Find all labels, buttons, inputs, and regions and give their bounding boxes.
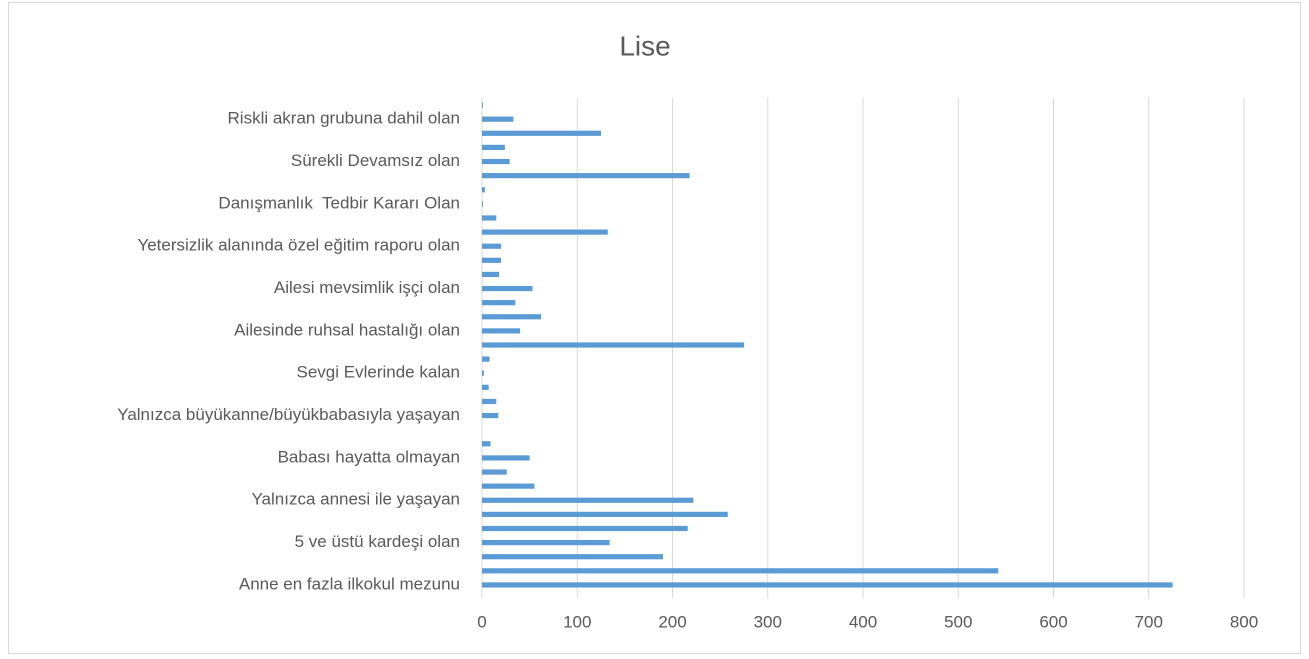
bar <box>482 384 489 390</box>
bar <box>482 398 497 405</box>
bar <box>482 554 663 560</box>
bar <box>482 342 744 348</box>
x-tick-label: 500 <box>944 612 972 631</box>
bar <box>482 173 690 179</box>
y-tick-label: Yalnızca annesi ile yaşayan <box>251 490 460 509</box>
bar <box>482 300 516 306</box>
bar <box>482 271 500 278</box>
bar <box>482 370 484 376</box>
x-tick-label: 300 <box>754 612 782 631</box>
x-tick-label: 800 <box>1230 612 1258 631</box>
bar <box>482 215 497 221</box>
x-tick-label: 400 <box>849 612 877 631</box>
x-tick-label: 100 <box>563 612 591 631</box>
y-tick-label: 5 ve üstü kardeşi olan <box>295 532 460 551</box>
bar <box>482 116 514 122</box>
bar <box>482 158 510 165</box>
bar <box>482 144 505 150</box>
bar <box>482 243 502 249</box>
y-tick-label: Danışmanlık Tedbir Kararı Olan <box>218 193 460 212</box>
y-tick-label: Ailesi mevsimlik işçi olan <box>274 278 460 297</box>
chart-frame <box>8 2 1301 654</box>
bar <box>482 483 535 489</box>
bar <box>482 229 608 235</box>
bar <box>482 540 610 546</box>
x-tick-label: 200 <box>658 612 686 631</box>
bar <box>482 130 602 136</box>
bar <box>482 201 483 207</box>
bar <box>482 582 1173 588</box>
y-tick-label: Ailesinde ruhsal hastalığı olan <box>234 320 460 339</box>
bar <box>482 356 490 362</box>
bar <box>482 525 688 532</box>
bar <box>482 497 694 503</box>
bar <box>482 511 728 517</box>
bar <box>482 412 499 419</box>
y-tick-label: Sevgi Evlerinde kalan <box>297 363 460 382</box>
y-tick-label: Yalnızca büyükanne/büyükbabasıyla yaşaya… <box>117 405 460 424</box>
bar <box>482 455 530 461</box>
bar <box>482 441 491 447</box>
bar <box>482 187 485 193</box>
bar <box>482 314 542 320</box>
bar <box>482 568 999 574</box>
y-tick-label: Riskli akran grubuna dahil olan <box>228 109 460 128</box>
y-tick-label: Yetersizlik alanında özel eğitim raporu … <box>137 236 460 255</box>
y-tick-label: Anne en fazla ilkokul mezunu <box>239 574 460 593</box>
bar <box>482 328 521 334</box>
x-tick-label: 0 <box>477 612 486 631</box>
x-tick-label: 700 <box>1135 612 1163 631</box>
x-tick-label: 600 <box>1039 612 1067 631</box>
y-tick-label: Babası hayatta olmayan <box>278 447 460 466</box>
bar <box>482 102 483 108</box>
bar <box>482 285 533 292</box>
bar <box>482 257 502 263</box>
chart-title: Lise <box>619 30 670 61</box>
bar <box>482 469 507 475</box>
y-tick-label: Sürekli Devamsız olan <box>291 151 460 170</box>
